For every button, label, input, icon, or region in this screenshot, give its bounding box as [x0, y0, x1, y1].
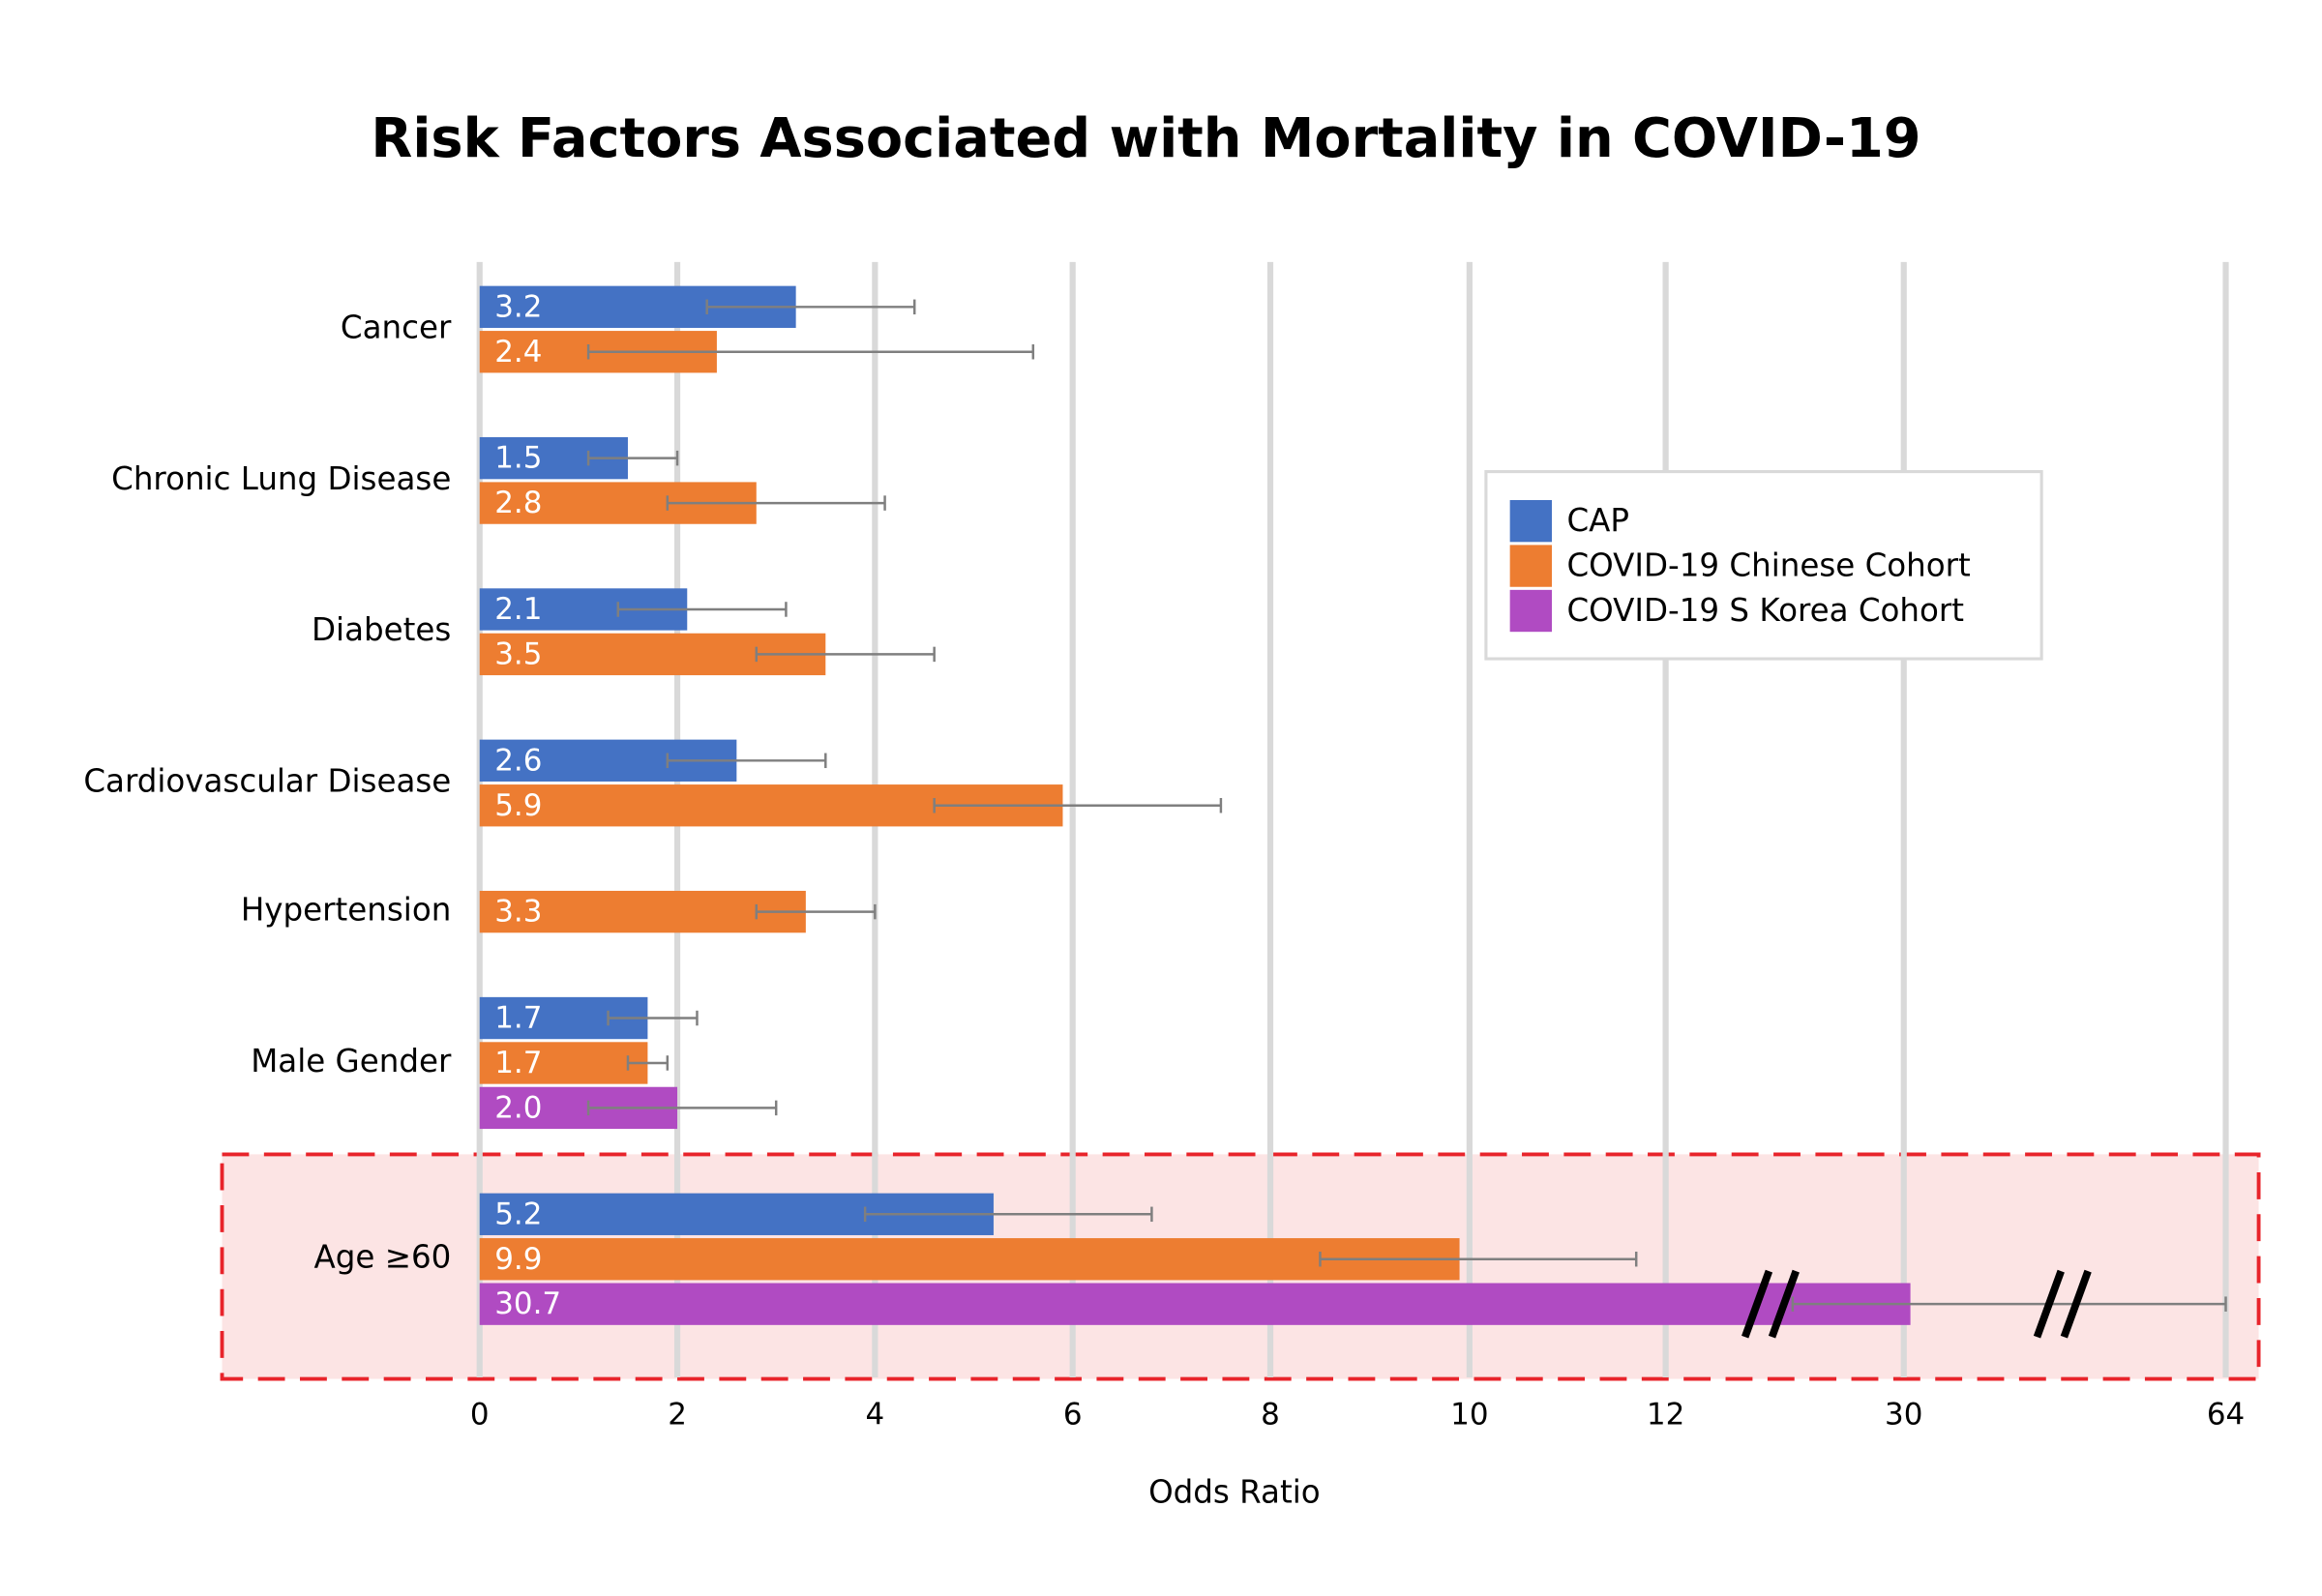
- category-label: Age ≥60: [314, 1239, 452, 1276]
- legend-label: CAP: [1566, 502, 1629, 539]
- category-label: Cardiovascular Disease: [83, 763, 451, 800]
- axis-break: [2033, 1269, 2065, 1339]
- error-bar: [666, 495, 886, 511]
- category-label: Hypertension: [241, 892, 451, 929]
- error-bar: [933, 798, 1223, 813]
- error-bar: [586, 344, 1035, 360]
- x-tick-label: 10: [1450, 1398, 1488, 1433]
- value-label: 5.9: [494, 788, 542, 823]
- chart-title: Risk Factors Associated with Mortality i…: [371, 107, 1920, 170]
- error-bar: [863, 1206, 1153, 1223]
- error-bar: [1791, 1296, 2227, 1312]
- value-label: 2.8: [494, 486, 542, 520]
- value-label: 1.5: [494, 441, 542, 476]
- error-bar: [586, 450, 679, 466]
- value-label: 3.2: [494, 289, 542, 324]
- error-bar: [586, 1100, 778, 1116]
- value-label: 2.0: [494, 1090, 542, 1125]
- x-tick-label: 30: [1885, 1398, 1922, 1433]
- bar: [479, 1283, 1911, 1325]
- bar: [479, 1042, 648, 1084]
- value-label: 1.7: [494, 1001, 542, 1036]
- bar: [479, 890, 806, 933]
- legend-box: [1484, 470, 2043, 661]
- x-tick-label: 0: [470, 1398, 490, 1433]
- value-label: 2.6: [494, 743, 542, 778]
- error-bar: [626, 1055, 670, 1071]
- error-bar: [755, 903, 877, 920]
- value-label: 5.2: [494, 1197, 542, 1231]
- error-bar: [755, 646, 936, 663]
- axis-break: [1742, 1269, 1773, 1339]
- value-label: 3.3: [494, 895, 542, 930]
- x-tick-label: 64: [2207, 1398, 2245, 1433]
- value-label: 2.1: [494, 592, 542, 627]
- category-label: Chronic Lung Disease: [111, 460, 451, 497]
- error-bar: [666, 753, 827, 769]
- error-bar: [1319, 1251, 1638, 1267]
- value-label: 9.9: [494, 1242, 542, 1277]
- x-tick-label: 6: [1063, 1398, 1083, 1433]
- x-tick-label: 8: [1261, 1398, 1280, 1433]
- value-label: 30.7: [494, 1286, 561, 1321]
- legend-swatch: [1509, 545, 1552, 587]
- legend-swatch: [1509, 499, 1552, 543]
- category-label: Diabetes: [312, 611, 451, 648]
- axis-break: [1768, 1269, 1800, 1339]
- category-label: Cancer: [341, 310, 452, 346]
- error-bar: [607, 1010, 699, 1026]
- legend-swatch: [1509, 589, 1552, 633]
- error-bar: [705, 299, 916, 315]
- legend: CAP COVID-19 Chinese Cohort COVID-19 S Kor…: [1484, 470, 2043, 661]
- x-tick-label: 4: [866, 1398, 885, 1433]
- x-tick-label: 2: [668, 1398, 687, 1433]
- bar: [479, 1238, 1460, 1281]
- x-axis-title: Odds Ratio: [1148, 1474, 1321, 1511]
- mark-layer: 3.2 2.4 1.5 2.8 2.1 3.5 2.6 5.9 3.3 1.7 1.7 2.0 5.2 9…: [479, 285, 2227, 1339]
- x-tick-label: 12: [1647, 1398, 1684, 1433]
- axis-break: [2060, 1269, 2092, 1339]
- error-bar: [616, 602, 788, 617]
- value-label: 1.7: [494, 1046, 542, 1080]
- value-label: 2.4: [494, 335, 542, 369]
- value-label: 3.5: [494, 636, 542, 671]
- legend-label: COVID-19 S Korea Cohort: [1566, 592, 1964, 629]
- category-label: Male Gender: [251, 1043, 452, 1079]
- legend-label: COVID-19 Chinese Cohort: [1566, 547, 1970, 584]
